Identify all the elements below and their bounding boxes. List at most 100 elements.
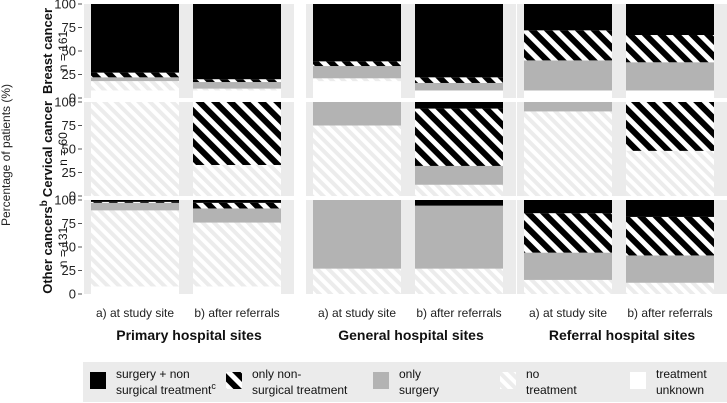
x-tick-label: b) after referrals xyxy=(416,306,501,320)
bar-segment-both xyxy=(415,4,503,78)
bar-segment-none xyxy=(91,102,179,196)
bar-segment-surgery xyxy=(524,252,612,280)
legend-label: treatment xyxy=(526,383,577,397)
legend-background xyxy=(83,362,727,402)
column-title: Primary hospital sites xyxy=(116,327,262,343)
y-tick-label: 25 xyxy=(62,165,76,180)
y-tick-label: 0 xyxy=(69,189,76,204)
bar-segment-surgery xyxy=(524,60,612,91)
panel-r3-c3: a) at study site b) after referrals xyxy=(517,200,727,320)
bar-segment-nonsurg xyxy=(524,213,612,253)
bar-segment-both xyxy=(91,4,179,73)
bar-segment-both xyxy=(415,200,503,206)
bar-segment-none xyxy=(524,279,612,294)
y-axis-label: Percentage of patients (%) xyxy=(0,84,13,226)
legend-swatch xyxy=(500,372,516,389)
legend-label: surgical treatment xyxy=(252,383,348,397)
row-n: n = 131 xyxy=(56,226,70,267)
bar-segment-both xyxy=(626,4,714,36)
y-tick-label: 0 xyxy=(69,287,76,302)
y-tick-label: 50 xyxy=(62,44,76,59)
legend-item-nonsurg: only non-surgical treatment xyxy=(226,367,348,397)
bar-segment-nonsurg xyxy=(626,102,714,151)
legend-item-surgery: only surgery xyxy=(373,367,439,397)
legend-label: only non- xyxy=(252,367,301,381)
column-title: Referral hospital sites xyxy=(549,327,695,343)
bar-segment-unknown xyxy=(193,286,281,294)
y-tick-label: 0 xyxy=(69,91,76,106)
y-tick-label: 100 xyxy=(54,95,76,110)
bar-segment-surgery xyxy=(91,202,179,211)
bar-segment-both xyxy=(193,4,281,80)
bar-segment-none xyxy=(415,268,503,294)
panel-r1-c3 xyxy=(517,4,727,98)
bar-segment-surgery xyxy=(193,82,281,89)
bar-segment-none xyxy=(626,150,714,196)
legend-label: no xyxy=(526,367,540,381)
y-tick-label: 75 xyxy=(62,118,76,133)
bar-segment-nonsurg xyxy=(91,201,179,203)
panel-r2-c2 xyxy=(306,102,516,196)
bar-segment-surgery xyxy=(415,205,503,269)
bar-segment-unknown xyxy=(193,90,281,98)
legend-label: only xyxy=(399,367,421,381)
x-tick-label: a) at study site xyxy=(529,306,607,320)
legend-label: treatment xyxy=(656,367,707,381)
row-label: Cervical cancer xyxy=(40,101,55,197)
panel-r1-c2 xyxy=(306,4,516,98)
bar-segment-nonsurg xyxy=(91,72,179,78)
row-label: Other cancersb xyxy=(39,200,56,294)
bar-segment-unknown xyxy=(91,286,179,294)
y-tick-label: 25 xyxy=(62,263,76,278)
y-tick-label: 100 xyxy=(54,193,76,208)
bar-segment-none xyxy=(91,81,179,91)
bar-segment-surgery xyxy=(91,77,179,82)
bar-segment-surgery xyxy=(193,208,281,223)
bar-segment-none xyxy=(193,88,281,91)
bar-segment-both xyxy=(193,200,281,203)
row-label-sup: b xyxy=(39,200,50,206)
y-tick-label: 50 xyxy=(62,240,76,255)
panel-r3-c1: a) at study site b) after referrals xyxy=(84,200,294,320)
x-tick-label: b) after referrals xyxy=(627,306,712,320)
x-tick-label: b) after referrals xyxy=(194,306,279,320)
bar-segment-nonsurg xyxy=(193,79,281,83)
bar-segment-surgery xyxy=(626,255,714,283)
legend-label: surgical treatmentc xyxy=(116,381,216,397)
bar-segment-both xyxy=(91,200,179,202)
bar-segment-nonsurg xyxy=(415,108,503,166)
row-2: Cervical cancer n = 60 0 25 50 75 100 xyxy=(40,95,727,204)
bar-segment-nonsurg xyxy=(626,216,714,256)
row-1: Breast cancer n = 161 0 25 50 75 100 xyxy=(40,0,727,106)
bar-segment-unknown xyxy=(524,90,612,98)
bar-segment-nonsurg xyxy=(524,30,612,61)
legend-swatch xyxy=(226,372,242,389)
bar-segment-surgery xyxy=(415,165,503,185)
bar-segment-both xyxy=(415,102,503,109)
legend-label-sup: c xyxy=(211,381,216,391)
bar-segment-unknown xyxy=(91,90,179,98)
bar-segment-nonsurg xyxy=(193,202,281,209)
legend-swatch xyxy=(630,372,646,389)
bar-segment-none xyxy=(524,111,612,196)
bar-segment-surgery xyxy=(524,102,612,112)
panel-r2-c1 xyxy=(84,102,294,196)
y-tick-label: 50 xyxy=(62,142,76,157)
legend-label: surgery + non xyxy=(116,367,190,381)
bar-segment-none xyxy=(91,210,179,287)
column-titles: Primary hospital sites General hospital s… xyxy=(116,327,695,343)
bar-segment-none xyxy=(193,222,281,287)
bar-segment-none xyxy=(415,184,503,196)
bar-segment-nonsurg xyxy=(193,102,281,165)
bar-segment-none xyxy=(313,78,401,82)
column-title: General hospital sites xyxy=(338,327,484,343)
bar-segment-none xyxy=(313,268,401,294)
bar-segment-both xyxy=(524,200,612,214)
bar-segment-unknown xyxy=(626,90,714,98)
y-tick-label: 25 xyxy=(62,67,76,82)
